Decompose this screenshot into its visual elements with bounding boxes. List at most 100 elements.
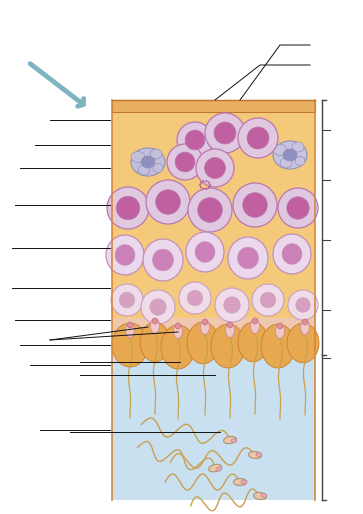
Ellipse shape xyxy=(211,324,245,368)
Ellipse shape xyxy=(273,234,311,274)
Ellipse shape xyxy=(150,149,162,159)
Ellipse shape xyxy=(116,196,140,220)
Ellipse shape xyxy=(296,298,310,312)
Ellipse shape xyxy=(252,318,258,324)
Ellipse shape xyxy=(152,318,158,324)
Ellipse shape xyxy=(131,152,145,162)
Ellipse shape xyxy=(174,323,183,339)
Ellipse shape xyxy=(205,113,245,153)
Ellipse shape xyxy=(205,188,208,190)
Ellipse shape xyxy=(179,282,211,314)
Ellipse shape xyxy=(224,436,236,444)
Ellipse shape xyxy=(204,158,225,178)
Ellipse shape xyxy=(224,297,240,313)
Ellipse shape xyxy=(273,141,307,169)
Ellipse shape xyxy=(146,180,190,224)
Ellipse shape xyxy=(150,299,166,315)
Ellipse shape xyxy=(277,323,283,329)
Ellipse shape xyxy=(161,325,195,369)
Ellipse shape xyxy=(106,235,144,275)
Ellipse shape xyxy=(115,245,135,265)
Ellipse shape xyxy=(225,322,234,338)
Ellipse shape xyxy=(247,127,269,149)
Ellipse shape xyxy=(208,186,210,189)
Ellipse shape xyxy=(143,239,183,281)
Ellipse shape xyxy=(126,322,135,338)
Ellipse shape xyxy=(187,322,219,364)
Ellipse shape xyxy=(227,322,233,328)
Ellipse shape xyxy=(141,290,175,324)
Ellipse shape xyxy=(141,156,155,168)
Ellipse shape xyxy=(233,479,246,486)
Ellipse shape xyxy=(186,232,224,272)
Ellipse shape xyxy=(198,198,222,223)
Ellipse shape xyxy=(199,184,201,186)
Ellipse shape xyxy=(302,319,308,325)
Ellipse shape xyxy=(276,323,285,339)
Ellipse shape xyxy=(256,453,262,456)
Ellipse shape xyxy=(238,322,268,362)
Ellipse shape xyxy=(127,322,133,328)
Ellipse shape xyxy=(261,493,267,498)
Ellipse shape xyxy=(250,319,260,334)
Ellipse shape xyxy=(140,322,170,362)
Ellipse shape xyxy=(287,197,309,219)
Ellipse shape xyxy=(249,451,261,458)
Ellipse shape xyxy=(112,323,148,367)
Ellipse shape xyxy=(280,158,292,168)
Bar xyxy=(112,318,315,355)
Ellipse shape xyxy=(288,290,318,320)
Ellipse shape xyxy=(151,319,159,334)
Ellipse shape xyxy=(301,320,310,335)
Ellipse shape xyxy=(188,188,232,232)
Ellipse shape xyxy=(202,188,205,190)
Ellipse shape xyxy=(175,323,181,329)
Ellipse shape xyxy=(233,183,277,227)
Ellipse shape xyxy=(167,144,203,180)
Ellipse shape xyxy=(111,284,143,316)
Ellipse shape xyxy=(231,438,237,443)
Ellipse shape xyxy=(200,320,209,335)
Ellipse shape xyxy=(209,184,211,186)
Ellipse shape xyxy=(252,284,284,316)
Ellipse shape xyxy=(216,467,222,471)
Ellipse shape xyxy=(187,290,203,306)
Ellipse shape xyxy=(261,324,295,368)
Ellipse shape xyxy=(175,152,195,172)
Ellipse shape xyxy=(200,181,202,183)
Ellipse shape xyxy=(131,148,165,176)
Ellipse shape xyxy=(208,181,210,183)
Ellipse shape xyxy=(214,122,236,144)
Ellipse shape xyxy=(238,247,258,269)
Ellipse shape xyxy=(185,130,205,150)
Ellipse shape xyxy=(177,122,213,158)
Ellipse shape xyxy=(107,187,149,229)
Ellipse shape xyxy=(287,323,319,363)
Ellipse shape xyxy=(273,144,287,156)
Ellipse shape xyxy=(283,149,297,161)
Ellipse shape xyxy=(200,186,202,189)
Ellipse shape xyxy=(238,118,278,158)
Ellipse shape xyxy=(241,480,247,484)
Ellipse shape xyxy=(152,249,174,271)
Ellipse shape xyxy=(260,292,276,308)
Bar xyxy=(112,112,315,355)
Ellipse shape xyxy=(205,180,208,182)
Ellipse shape xyxy=(156,190,180,214)
Ellipse shape xyxy=(253,492,266,500)
Ellipse shape xyxy=(153,163,163,173)
Ellipse shape xyxy=(202,319,208,325)
Ellipse shape xyxy=(196,149,234,187)
Ellipse shape xyxy=(195,242,215,262)
Bar xyxy=(112,355,315,500)
Ellipse shape xyxy=(215,288,249,322)
Ellipse shape xyxy=(282,244,302,264)
Ellipse shape xyxy=(292,142,304,152)
Ellipse shape xyxy=(295,156,305,166)
Ellipse shape xyxy=(209,464,221,472)
FancyBboxPatch shape xyxy=(112,100,315,112)
Ellipse shape xyxy=(138,165,150,175)
Ellipse shape xyxy=(278,188,318,228)
Ellipse shape xyxy=(243,193,267,217)
Ellipse shape xyxy=(228,237,268,279)
